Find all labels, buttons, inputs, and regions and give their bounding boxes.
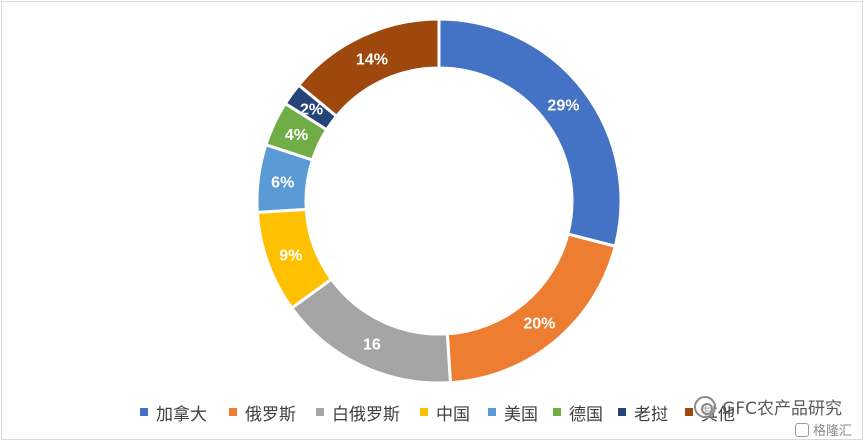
legend-item-3: 中国 [420, 400, 470, 425]
slice-label-4: 6% [271, 174, 294, 191]
legend-item-2: 白俄罗斯 [316, 400, 400, 425]
legend-swatch-3 [420, 408, 428, 416]
donut-slices [255, 17, 623, 385]
donut-slice-1 [445, 232, 618, 385]
watermark-secondary-text: 格隆汇 [812, 424, 852, 439]
legend-item-4: 美国 [488, 400, 538, 425]
slice-label-5: 4% [285, 127, 308, 144]
legend-label-5: 德国 [569, 404, 603, 425]
legend-label-2: 白俄罗斯 [332, 404, 400, 425]
legend-swatch-0 [140, 408, 148, 416]
donut-slice-7 [296, 17, 441, 119]
legend-label-0: 加拿大 [156, 404, 207, 425]
donut-chart: 29% 20% 16 9% 6% 4% 2% 14% [255, 17, 623, 385]
legend-label-3: 中国 [436, 404, 470, 425]
slice-label-0: 29% [547, 97, 579, 114]
slice-label-6: 2% [300, 101, 323, 118]
legend-swatch-2 [316, 408, 324, 416]
watermark-secondary: 格隆汇 [794, 420, 852, 439]
wechat-logo-icon [694, 395, 717, 418]
watermark: GFC农产品研究 [694, 394, 842, 419]
slice-label-2: 16 [363, 337, 381, 354]
slice-label-7: 14% [356, 51, 388, 68]
donut-slice-2 [289, 277, 453, 385]
donut-slice-0 [437, 17, 623, 249]
legend-swatch-4 [488, 408, 496, 416]
legend-swatch-1 [229, 408, 237, 416]
donut-slice-labels: 29% 20% 16 9% 6% 4% 2% 14% [271, 51, 579, 353]
gelonghui-logo-icon [794, 422, 809, 437]
legend-swatch-6 [618, 408, 626, 416]
legend-item-1: 俄罗斯 [229, 400, 296, 425]
legend-item-6: 老挝 [618, 400, 668, 425]
legend-item-0: 加拿大 [140, 400, 207, 425]
slice-label-3: 9% [279, 247, 302, 264]
legend-label-6: 老挝 [634, 404, 668, 425]
legend-label-1: 俄罗斯 [245, 404, 296, 425]
legend-swatch-7 [685, 408, 693, 416]
legend-label-4: 美国 [504, 404, 538, 425]
watermark-text: GFC农产品研究 [722, 399, 842, 419]
legend-swatch-5 [553, 408, 561, 416]
legend-item-5: 德国 [553, 400, 603, 425]
slice-label-1: 20% [523, 315, 555, 332]
legend: 加拿大 俄罗斯 白俄罗斯 中国 美国 德国 老挝 其他 [0, 400, 866, 425]
